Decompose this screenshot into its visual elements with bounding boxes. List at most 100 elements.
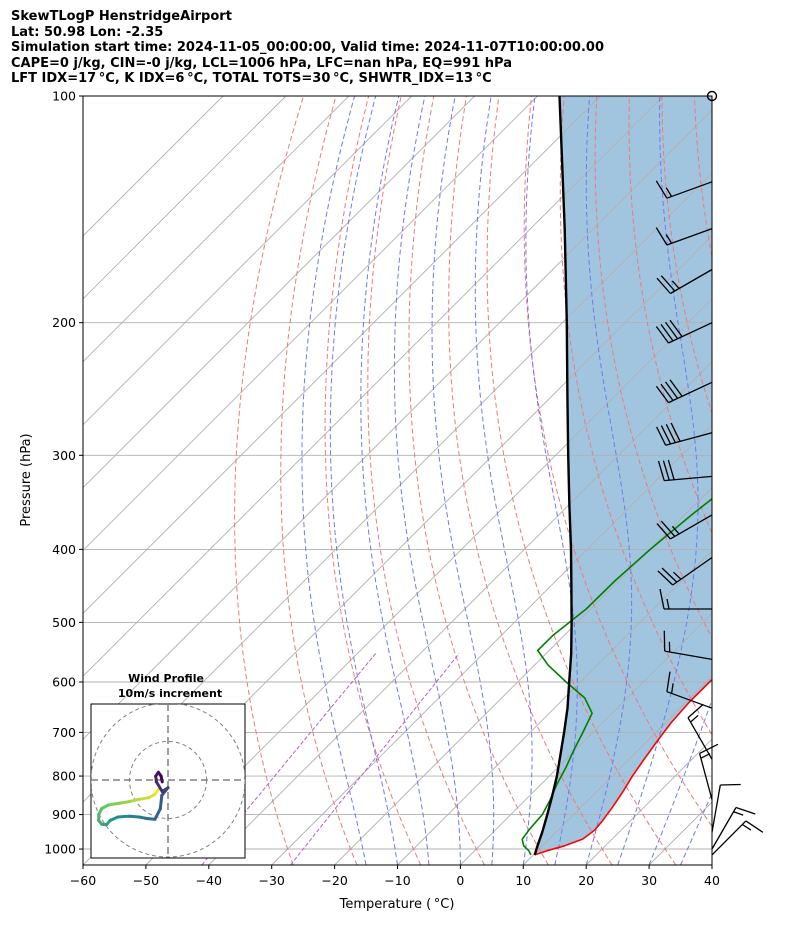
y-tick-label: 800 — [52, 769, 76, 784]
parcel-line — [533, 96, 573, 856]
hodograph-segment — [153, 807, 162, 821]
y-tick-label: 400 — [52, 542, 76, 557]
wind-barb — [656, 268, 713, 295]
hodograph-segment — [118, 800, 131, 805]
dry-adiabat — [523, 96, 712, 828]
dry-adiabat — [448, 96, 613, 865]
wind-barb-shape — [659, 588, 712, 610]
cape-cin-fill — [534, 96, 712, 855]
moist-adiabats — [301, 96, 712, 865]
wind-barb-shape — [711, 806, 756, 850]
chart-title-block: SkewTLogP HenstridgeAirport Lat: 50.98 L… — [11, 9, 604, 87]
dry-adiabat — [486, 96, 677, 865]
hodograph-segment — [128, 797, 141, 804]
wind-barb-shape — [656, 514, 713, 540]
y-tick-label: 900 — [52, 807, 76, 822]
x-tick-label: 10 — [515, 873, 531, 888]
hodograph-segment — [158, 793, 164, 811]
x-tick-label: 0 — [456, 873, 464, 888]
moist-adiabat — [301, 96, 367, 865]
wind-barb — [657, 556, 713, 586]
moist-adiabat — [474, 96, 533, 865]
plot-area — [83, 96, 794, 865]
mixing-ratio-line — [201, 653, 377, 865]
wind-barb-shape — [656, 268, 713, 295]
wind-barb-shape — [657, 556, 713, 586]
wind-barb — [655, 227, 713, 246]
wind-calm-circle — [706, 90, 718, 102]
dry-adiabat — [324, 96, 422, 865]
wind-barb — [711, 783, 741, 833]
dewpoint-line — [521, 497, 712, 856]
wind-barb-shape — [657, 459, 713, 482]
wind-barb — [666, 671, 713, 709]
wind-barb — [655, 319, 713, 344]
hodograph-segment — [128, 814, 141, 819]
isotherm-line — [83, 96, 664, 677]
dry-adiabats — [234, 96, 794, 865]
isotherm-line — [83, 109, 712, 740]
wind-barb — [656, 422, 713, 446]
moist-adiabat — [393, 96, 461, 865]
wind-barb-shape — [655, 319, 713, 344]
isotherm-line — [522, 675, 712, 865]
isotherm-line — [145, 298, 712, 865]
isotherm-line — [83, 96, 538, 552]
hodograph-title: Wind Profile — [128, 672, 204, 685]
x-tick-label: 40 — [704, 873, 720, 888]
wind-barb — [659, 588, 712, 610]
wind-barb-shape — [663, 630, 713, 661]
wind-barb-shape — [687, 703, 713, 760]
isotherm-line — [83, 96, 224, 237]
dry-adiabat — [594, 96, 712, 640]
dry-adiabat — [727, 96, 794, 865]
dry-adiabat — [559, 96, 712, 736]
isotherm-line — [83, 96, 601, 615]
moist-adiabat — [360, 96, 430, 865]
isotherm-line — [83, 96, 350, 363]
title-times: Simulation start time: 2024-11-05_00:00:… — [11, 40, 604, 56]
title-location: Lat: 50.98 Lon: -2.35 — [11, 24, 164, 40]
wind-barbs — [655, 90, 764, 856]
isotherm-line — [83, 96, 475, 489]
y-tick-label: 500 — [52, 615, 76, 630]
x-tick-label: −60 — [70, 873, 96, 888]
wind-barb — [655, 379, 713, 404]
dry-adiabat — [234, 96, 304, 865]
moist-adiabat — [617, 96, 699, 865]
wind-barb-shape — [655, 227, 713, 246]
y-tick-label: 1000 — [44, 842, 76, 857]
wind-barb — [663, 630, 713, 661]
hodograph-segment — [106, 801, 122, 807]
hodograph-subtitle: 10m/s increment — [118, 687, 222, 700]
isotherm-line — [397, 549, 712, 865]
y-tick-label: 700 — [52, 725, 76, 740]
hodograph-inset: Wind Profile 10m/s increment — [90, 672, 246, 859]
x-tick-label: −20 — [321, 873, 347, 888]
temperature-line — [534, 678, 712, 856]
x-tick-label: −10 — [384, 873, 410, 888]
wind-barb — [656, 514, 713, 540]
wind-barb-shape — [655, 180, 713, 199]
hodograph-segment — [154, 780, 164, 793]
hodograph-segment — [159, 774, 164, 784]
wind-barb-shape — [698, 743, 719, 800]
dry-adiabat — [408, 96, 549, 865]
wind-barb — [657, 459, 713, 482]
wind-barb — [711, 806, 756, 850]
x-tick-label: −40 — [196, 873, 222, 888]
isotherm-line — [460, 612, 712, 865]
wind-barb — [655, 180, 713, 199]
moist-adiabat — [329, 96, 398, 865]
title-index-line: LFT IDX=17 °C, K IDX=6 °C, TOTAL TOTS=30… — [11, 71, 492, 87]
isotherm-line — [83, 96, 413, 426]
x-tick-label: −30 — [259, 873, 285, 888]
moist-adiabat — [711, 863, 712, 865]
x-tick-label: 30 — [641, 873, 657, 888]
moist-adiabat — [648, 698, 712, 865]
y-tick-label: 100 — [52, 89, 76, 104]
isotherm-line — [334, 486, 712, 865]
y-axis-label: Pressure (hPa) — [19, 433, 34, 526]
moist-adiabat — [585, 96, 633, 865]
